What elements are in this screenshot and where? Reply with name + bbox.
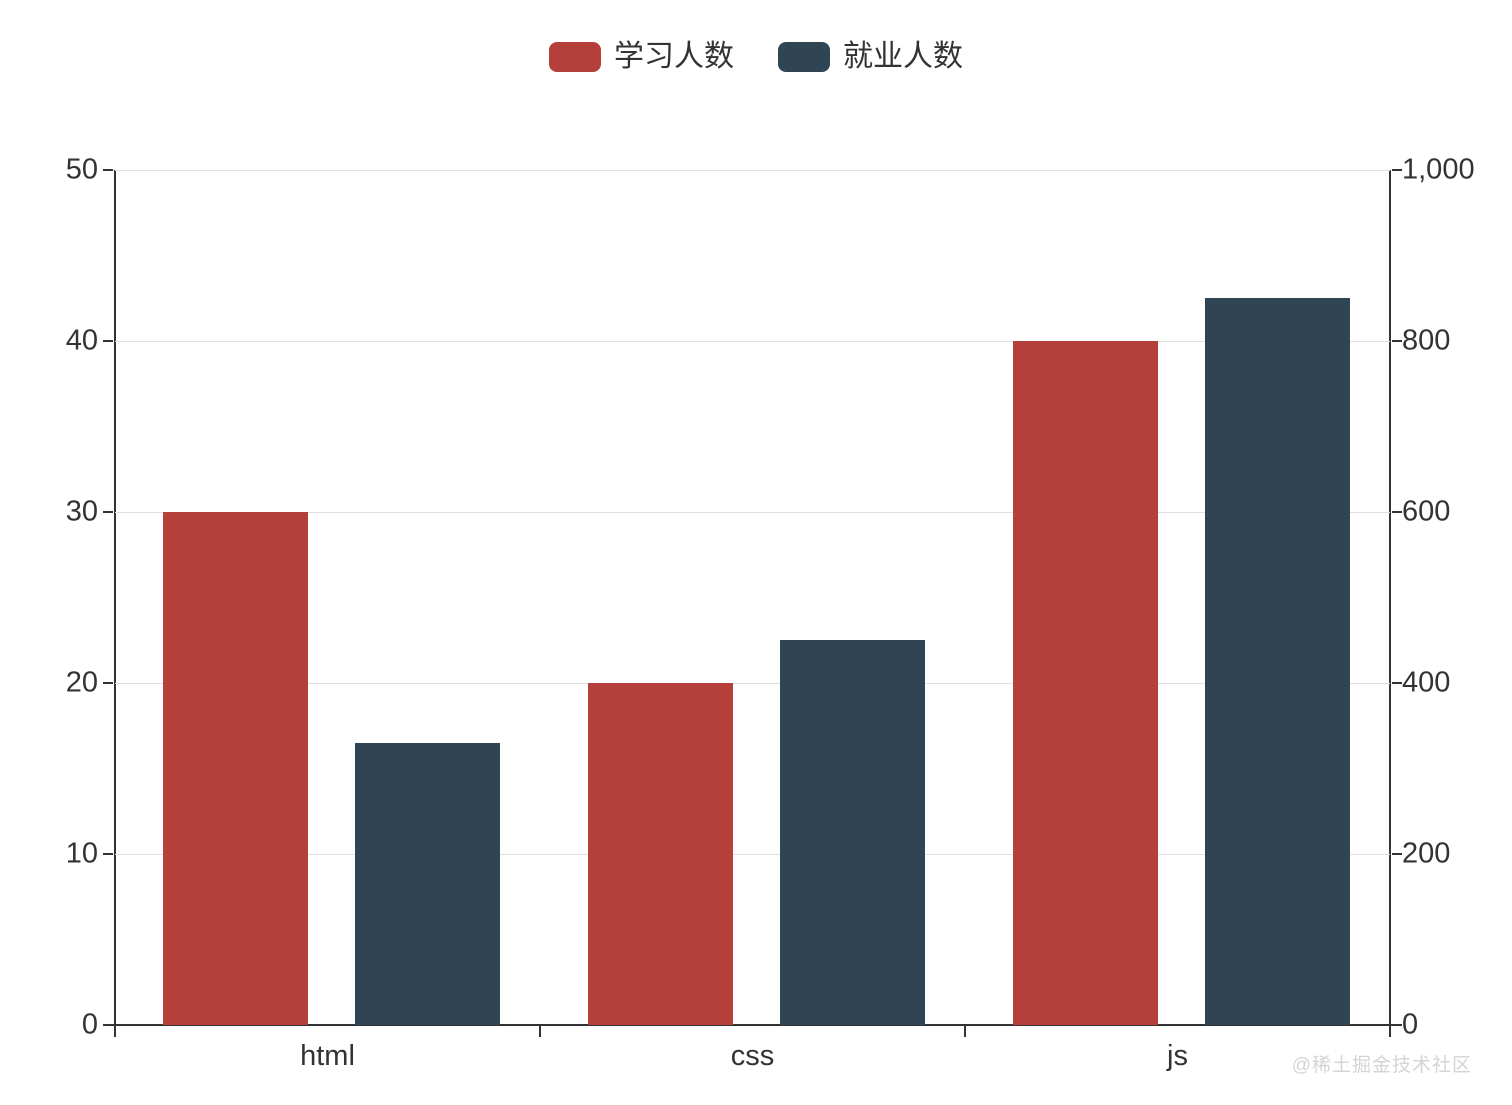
left-axis-label: 30 [65, 495, 98, 528]
right-axis-tick [1392, 511, 1402, 513]
left-axis-label: 10 [65, 837, 98, 870]
right-axis-tick [1392, 1024, 1402, 1026]
watermark: @稀土掘金技术社区 [1291, 1055, 1472, 1076]
right-axis-tick [1392, 169, 1402, 171]
left-axis-line [114, 170, 116, 1037]
bar-study-js[interactable] [1013, 341, 1158, 1025]
x-axis-tick [539, 1025, 541, 1037]
bar-employ-css[interactable] [780, 640, 925, 1025]
right-axis-label: 400 [1402, 666, 1451, 699]
gridline [115, 512, 1390, 513]
bar-employ-js[interactable] [1205, 298, 1350, 1025]
x-axis-label-css: css [730, 1040, 775, 1072]
left-axis-tick [103, 340, 113, 342]
plot-area [113, 170, 1392, 1037]
legend-item-study[interactable]: 学习人数 [549, 42, 734, 72]
x-axis-label-js: js [1167, 1040, 1188, 1072]
left-axis-tick [103, 853, 113, 855]
right-axis-label: 1,000 [1402, 153, 1475, 186]
right-axis-label: 800 [1402, 324, 1451, 357]
gridline [115, 341, 1390, 342]
left-axis-tick [103, 682, 113, 684]
legend-label-employ: 就业人数 [843, 40, 963, 73]
left-axis-label: 0 [81, 1008, 98, 1041]
left-axis-tick [103, 511, 113, 513]
left-axis-tick [103, 1024, 113, 1026]
right-axis-line [1389, 170, 1391, 1037]
gridline [115, 683, 1390, 684]
bar-study-css[interactable] [588, 683, 733, 1025]
right-axis-tick [1392, 682, 1402, 684]
legend-label-study: 学习人数 [614, 40, 734, 73]
bar-study-html[interactable] [163, 512, 308, 1025]
left-axis-label: 50 [65, 153, 98, 186]
right-axis-label: 200 [1402, 837, 1451, 870]
gridline [115, 170, 1390, 171]
gridline [115, 854, 1390, 855]
right-axis-label: 600 [1402, 495, 1451, 528]
x-axis-tick [114, 1025, 116, 1037]
right-axis-tick [1392, 853, 1402, 855]
left-axis-label: 20 [65, 666, 98, 699]
x-axis-label-html: html [300, 1040, 355, 1072]
left-axis-label: 40 [65, 324, 98, 357]
x-axis-line [113, 1024, 1392, 1026]
x-axis-tick [1389, 1025, 1391, 1037]
x-axis-tick [964, 1025, 966, 1037]
right-axis-label: 0 [1402, 1008, 1419, 1041]
bar-employ-html[interactable] [355, 742, 500, 1025]
legend-swatch-employ [778, 42, 830, 72]
legend-item-employ[interactable]: 就业人数 [778, 42, 963, 72]
legend: 学习人数 就业人数 [0, 42, 1512, 72]
legend-swatch-study [549, 42, 601, 72]
left-axis-tick [103, 169, 113, 171]
right-axis-tick [1392, 340, 1402, 342]
